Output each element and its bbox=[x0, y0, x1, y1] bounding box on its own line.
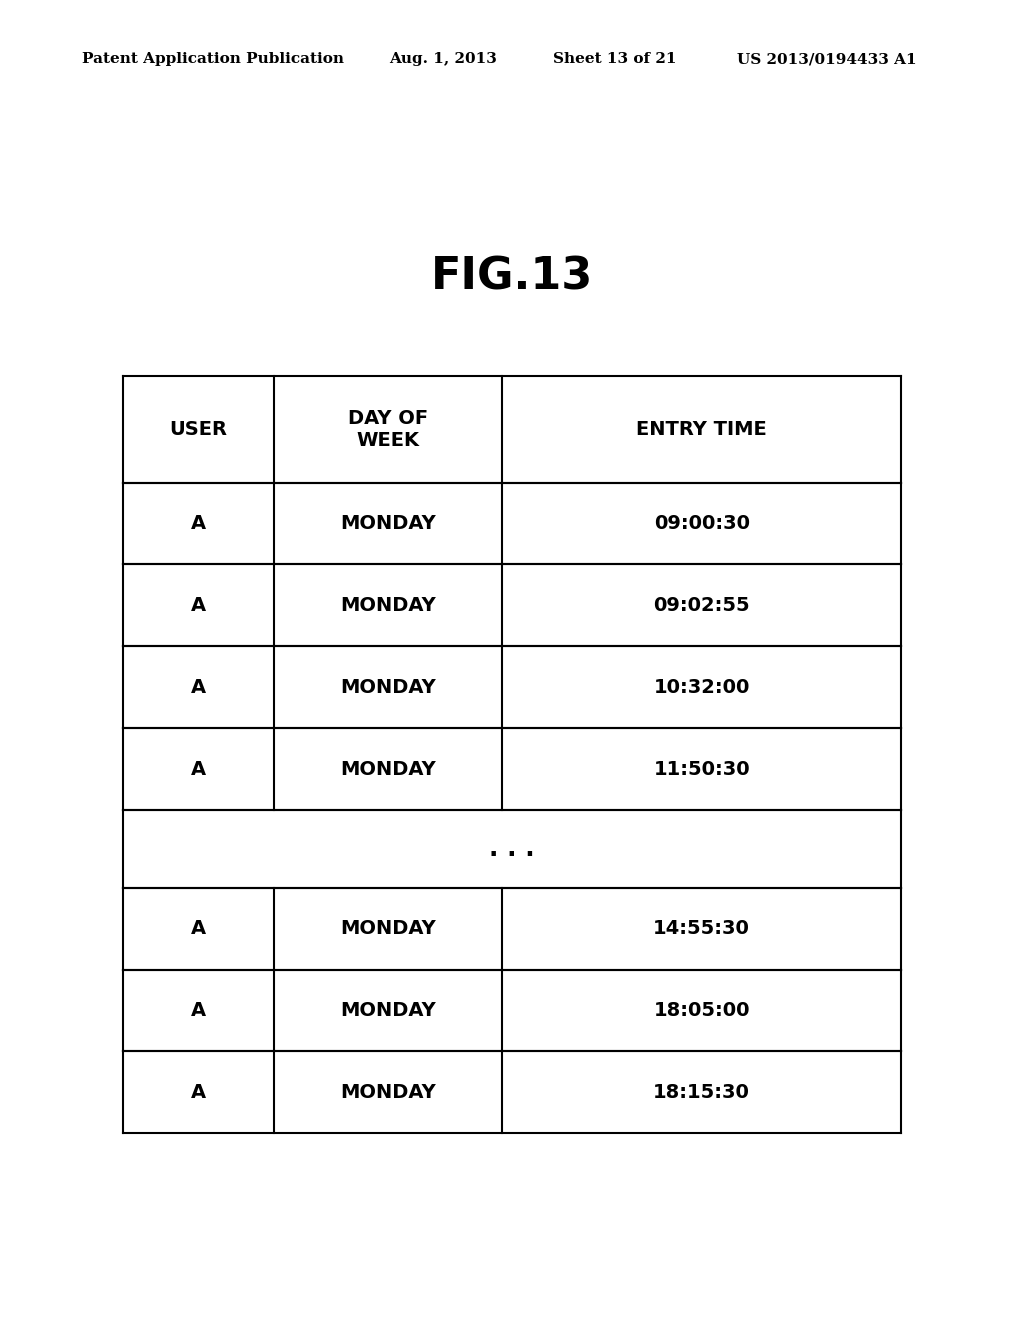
Text: . . .: . . . bbox=[489, 837, 535, 861]
Text: USER: USER bbox=[169, 420, 227, 438]
Text: ENTRY TIME: ENTRY TIME bbox=[636, 420, 767, 438]
Text: DAY OF
WEEK: DAY OF WEEK bbox=[348, 409, 428, 450]
Text: MONDAY: MONDAY bbox=[340, 1082, 436, 1102]
Text: US 2013/0194433 A1: US 2013/0194433 A1 bbox=[737, 53, 916, 66]
Text: A: A bbox=[190, 513, 206, 533]
Text: A: A bbox=[190, 677, 206, 697]
Text: A: A bbox=[190, 595, 206, 615]
Text: MONDAY: MONDAY bbox=[340, 677, 436, 697]
Text: 18:05:00: 18:05:00 bbox=[653, 1001, 750, 1020]
Text: Sheet 13 of 21: Sheet 13 of 21 bbox=[553, 53, 677, 66]
Text: MONDAY: MONDAY bbox=[340, 919, 436, 939]
Text: A: A bbox=[190, 1001, 206, 1020]
Text: 09:02:55: 09:02:55 bbox=[653, 595, 750, 615]
Text: MONDAY: MONDAY bbox=[340, 759, 436, 779]
Text: MONDAY: MONDAY bbox=[340, 513, 436, 533]
Text: A: A bbox=[190, 1082, 206, 1102]
Text: MONDAY: MONDAY bbox=[340, 595, 436, 615]
Text: 14:55:30: 14:55:30 bbox=[653, 919, 751, 939]
Text: 10:32:00: 10:32:00 bbox=[653, 677, 750, 697]
Text: 11:50:30: 11:50:30 bbox=[653, 759, 750, 779]
Text: 09:00:30: 09:00:30 bbox=[653, 513, 750, 533]
Text: Aug. 1, 2013: Aug. 1, 2013 bbox=[389, 53, 497, 66]
Text: A: A bbox=[190, 759, 206, 779]
Text: MONDAY: MONDAY bbox=[340, 1001, 436, 1020]
Text: 18:15:30: 18:15:30 bbox=[653, 1082, 751, 1102]
Text: A: A bbox=[190, 919, 206, 939]
Text: FIG.13: FIG.13 bbox=[431, 256, 593, 298]
Text: Patent Application Publication: Patent Application Publication bbox=[82, 53, 344, 66]
